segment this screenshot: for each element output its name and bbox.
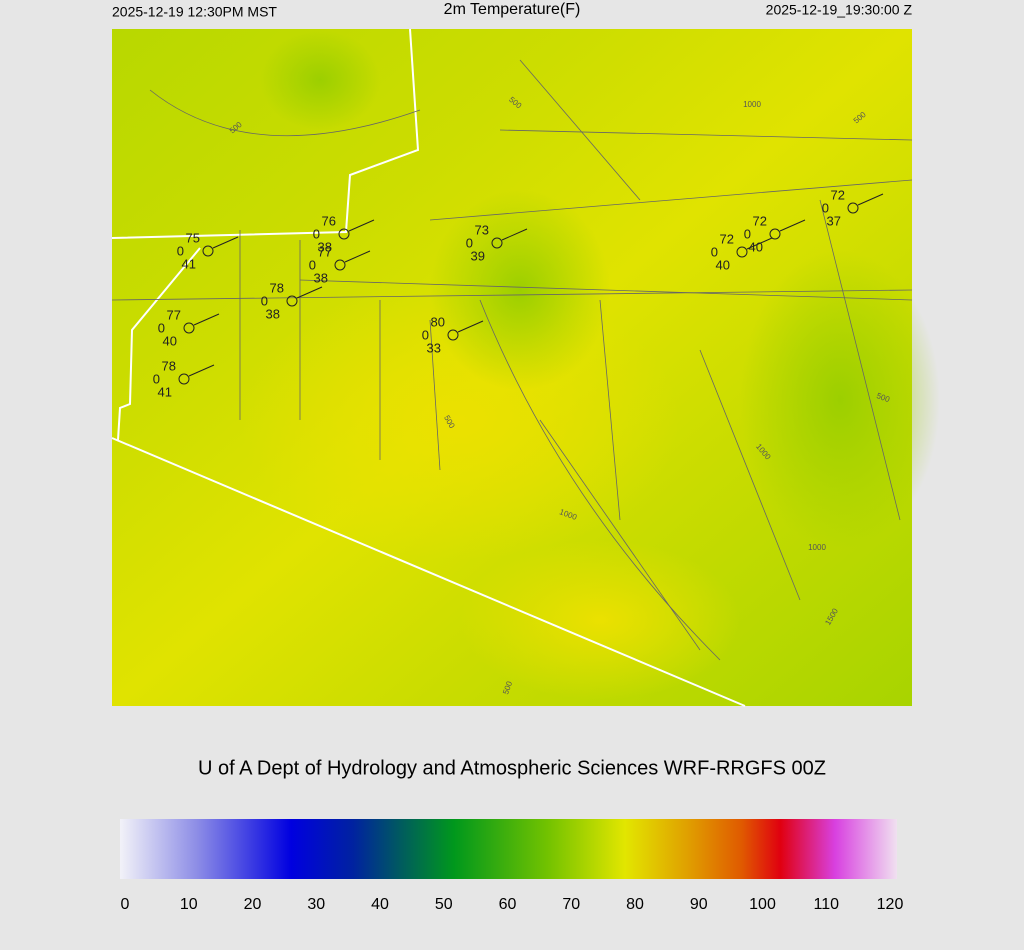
wind-barb <box>457 320 484 333</box>
station-dewpoint: 39 <box>471 248 485 263</box>
roads <box>111 59 913 661</box>
colorbar-tick-label: 120 <box>877 896 904 913</box>
station-temperature: 80 <box>431 314 445 329</box>
station-marker <box>338 228 350 240</box>
station-wind: 0 <box>822 200 829 215</box>
colorbar <box>120 819 897 879</box>
wind-barb <box>344 250 371 263</box>
station-wind: 0 <box>177 243 184 258</box>
station-wind: 0 <box>153 371 160 386</box>
wind-barb <box>746 237 773 250</box>
colorbar-tick-label: 60 <box>499 896 517 913</box>
station-marker <box>447 329 459 341</box>
colorbar-tick-label: 50 <box>435 896 453 913</box>
station-marker <box>334 259 346 271</box>
colorbar-tick-label: 0 <box>121 896 130 913</box>
station-wind: 0 <box>261 293 268 308</box>
cool-area <box>260 30 380 130</box>
station-marker <box>736 246 748 258</box>
station-dewpoint: 38 <box>318 239 332 254</box>
station-wind: 0 <box>711 244 718 259</box>
contour-label: 500 <box>501 680 514 696</box>
station-wind: 0 <box>309 257 316 272</box>
colorbar-tick-label: 90 <box>690 896 708 913</box>
station-wind: 0 <box>313 226 320 241</box>
station-dewpoint: 38 <box>314 270 328 285</box>
wind-barb <box>212 236 239 249</box>
station-dewpoint: 37 <box>827 213 841 228</box>
borders <box>111 28 746 707</box>
station-wind: 0 <box>422 327 429 342</box>
station-dewpoint: 40 <box>716 257 730 272</box>
wind-barb <box>348 219 375 232</box>
station-marker <box>769 228 781 240</box>
station-temperature: 72 <box>831 187 845 202</box>
wind-barb <box>779 219 806 232</box>
colorbar-tick-label: 80 <box>626 896 644 913</box>
valid-time-utc: 2025-12-19_19:30:00 Z <box>766 2 913 18</box>
station-marker <box>178 373 190 385</box>
wind-barb <box>193 313 220 326</box>
station-dewpoint: 41 <box>182 256 196 271</box>
wind-barb <box>857 193 884 206</box>
station-temperature: 77 <box>167 307 181 322</box>
wind-barb <box>501 228 528 241</box>
station-dewpoint: 40 <box>163 333 177 348</box>
station-wind: 0 <box>158 320 165 335</box>
colorbar-tick-label: 10 <box>180 896 198 913</box>
station-marker <box>183 322 195 334</box>
station-temperature: 72 <box>753 213 767 228</box>
colorbar-tick-label: 30 <box>307 896 325 913</box>
station-marker <box>847 202 859 214</box>
station-wind: 0 <box>466 235 473 250</box>
credit: U of A Dept of Hydrology and Atmospheric… <box>198 757 826 779</box>
station-temperature: 75 <box>186 230 200 245</box>
station-dewpoint: 41 <box>158 384 172 399</box>
station-wind: 0 <box>744 226 751 241</box>
station-plots: 7504176038770387803877040780418003373039… <box>153 187 884 399</box>
wind-barb <box>296 286 323 299</box>
contour-label: 1000 <box>743 100 761 109</box>
contour-label: 1000 <box>808 543 826 552</box>
station-temperature: 78 <box>162 358 176 373</box>
station-marker <box>286 295 298 307</box>
station-dewpoint: 38 <box>266 306 280 321</box>
colorbar-tick-label: 40 <box>371 896 389 913</box>
map-title: 2m Temperature(F) <box>444 1 581 18</box>
station-dewpoint: 40 <box>749 239 763 254</box>
cool-area <box>740 250 940 550</box>
valid-time-local: 2025-12-19 12:30PM MST <box>112 4 277 20</box>
station-temperature: 77 <box>318 244 332 259</box>
cool-area <box>430 190 610 390</box>
warm-area <box>460 540 740 700</box>
wind-barb <box>188 364 215 377</box>
station-marker <box>491 237 503 249</box>
colorbar-tick-label: 70 <box>562 896 580 913</box>
station-temperature: 72 <box>720 231 734 246</box>
contour-label: 500 <box>875 391 891 404</box>
station-marker <box>202 245 214 257</box>
colorbar-tick-label: 110 <box>813 896 839 913</box>
colorbar-tick-label: 100 <box>749 896 776 913</box>
station-temperature: 78 <box>270 280 284 295</box>
colorbar-tick-label: 20 <box>244 896 262 913</box>
station-temperature: 76 <box>322 213 336 228</box>
station-temperature: 73 <box>475 222 489 237</box>
station-dewpoint: 33 <box>427 340 441 355</box>
colorbar-ticks: 0 10 20 30 40 50 60 70 80 90 100 110 120 <box>121 896 904 913</box>
